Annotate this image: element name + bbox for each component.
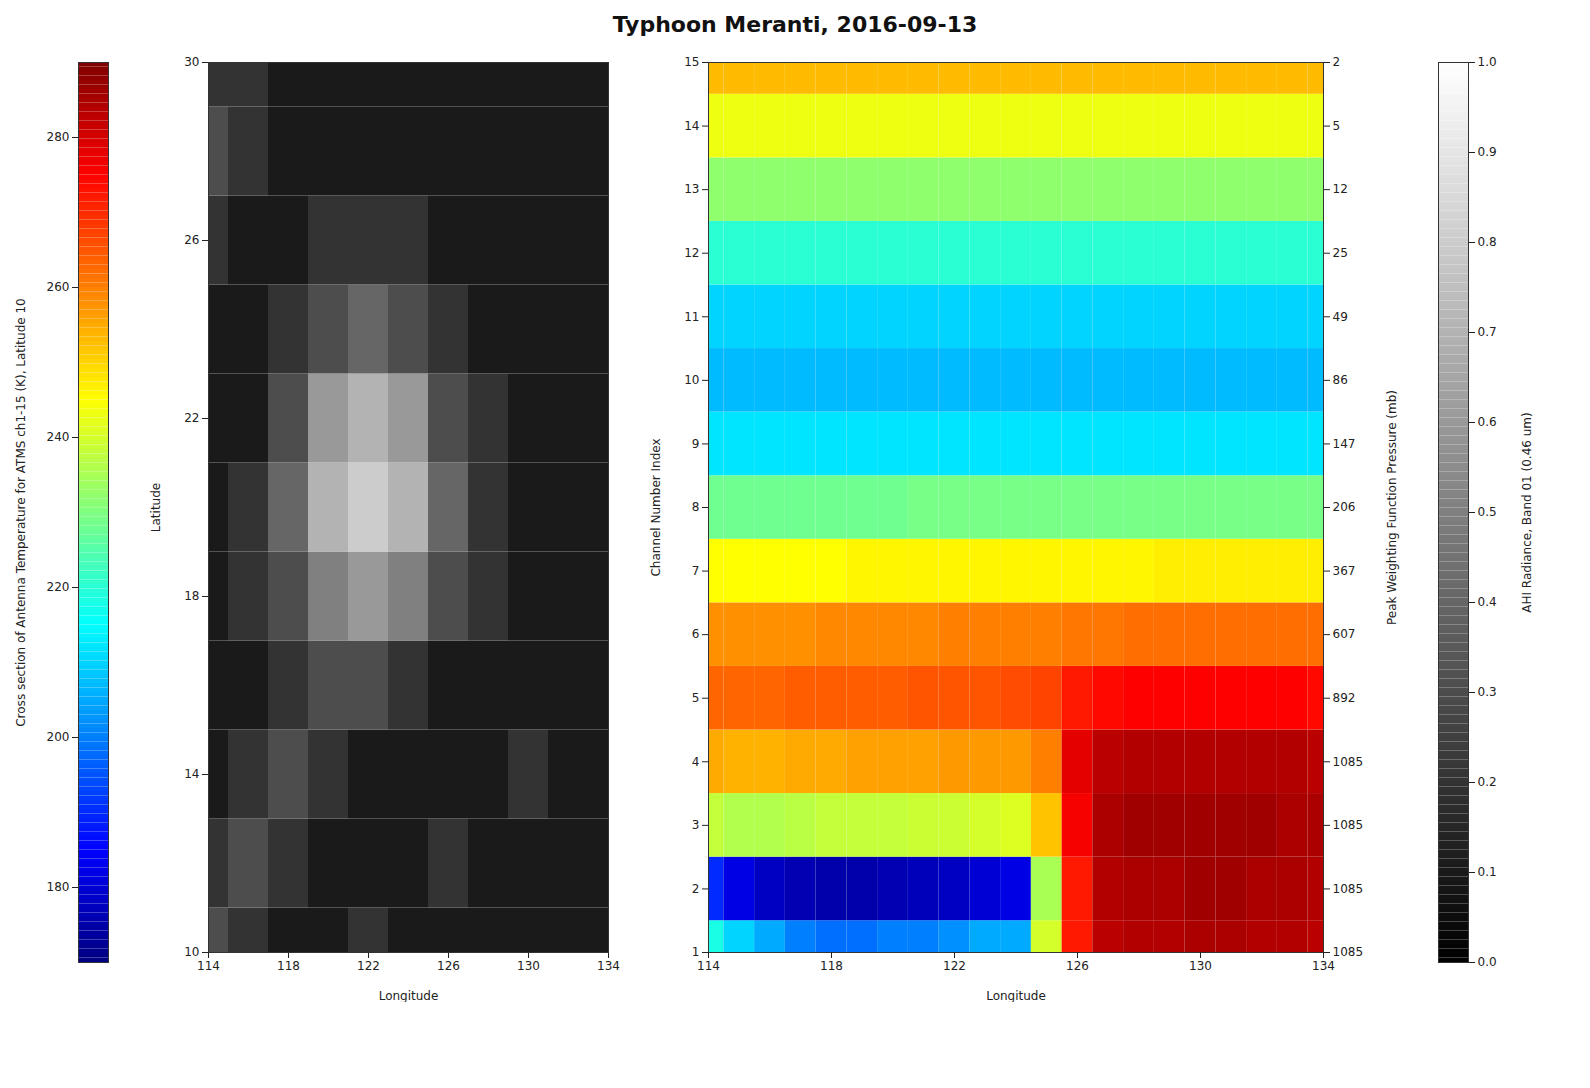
svg-text:134: 134 [597,959,620,973]
svg-text:4: 4 [692,755,700,769]
svg-text:1085: 1085 [1333,755,1364,769]
svg-text:22: 22 [184,411,199,425]
svg-text:10: 10 [684,373,699,387]
svg-text:30: 30 [184,55,199,69]
svg-text:2: 2 [1333,55,1341,69]
svg-text:0.9: 0.9 [1478,145,1497,159]
svg-text:1085: 1085 [1333,945,1364,959]
svg-text:2: 2 [692,882,700,896]
svg-text:240: 240 [47,430,70,444]
svg-text:118: 118 [820,959,843,973]
svg-text:18: 18 [184,589,199,603]
svg-text:Longitude: Longitude [986,989,1046,1003]
svg-text:220: 220 [47,580,70,594]
svg-text:0.4: 0.4 [1478,595,1497,609]
svg-text:3: 3 [692,818,700,832]
svg-text:126: 126 [437,959,460,973]
svg-text:86: 86 [1333,373,1348,387]
svg-text:130: 130 [1189,959,1212,973]
svg-text:130: 130 [517,959,540,973]
svg-text:Cross section of Antenna Tempe: Cross section of Antenna Temperature for… [14,298,28,727]
svg-text:206: 206 [1333,500,1356,514]
svg-text:0.0: 0.0 [1478,955,1497,969]
svg-text:1.0: 1.0 [1478,55,1497,69]
svg-text:25: 25 [1333,246,1348,260]
svg-text:122: 122 [357,959,380,973]
svg-text:12: 12 [1333,182,1348,196]
svg-text:1085: 1085 [1333,882,1364,896]
svg-text:0.2: 0.2 [1478,775,1497,789]
svg-text:180: 180 [47,880,70,894]
svg-text:0.5: 0.5 [1478,505,1497,519]
svg-text:26: 26 [184,233,199,247]
svg-text:8: 8 [692,500,700,514]
svg-text:0.1: 0.1 [1478,865,1497,879]
svg-text:AHI Radiance, Band 01 (0.46 um: AHI Radiance, Band 01 (0.46 um) [1520,412,1534,612]
svg-text:15: 15 [684,55,699,69]
svg-text:134: 134 [1312,959,1335,973]
svg-text:11: 11 [684,310,699,324]
svg-text:114: 114 [697,959,720,973]
html-text:Typhoon Meranti, 2016-09-13: Typhoon Meranti, 2016-09-13 [612,12,978,37]
svg-text:1085: 1085 [1333,818,1364,832]
svg-text:12: 12 [684,246,699,260]
svg-text:10: 10 [184,945,199,959]
svg-text:Channel Number Index: Channel Number Index [649,438,663,576]
svg-text:9: 9 [692,437,700,451]
svg-text:0.3: 0.3 [1478,685,1497,699]
svg-text:0.6: 0.6 [1478,415,1497,429]
svg-text:260: 260 [47,280,70,294]
svg-text:14: 14 [684,119,699,133]
svg-text:13: 13 [684,182,699,196]
svg-text:0.7: 0.7 [1478,325,1497,339]
svg-text:49: 49 [1333,310,1348,324]
svg-text:14: 14 [184,767,199,781]
svg-text:0.8: 0.8 [1478,235,1497,249]
svg-text:122: 122 [943,959,966,973]
svg-text:607: 607 [1333,627,1356,641]
svg-text:126: 126 [1066,959,1089,973]
svg-text:118: 118 [277,959,300,973]
svg-text:367: 367 [1333,564,1356,578]
svg-text:114: 114 [197,959,220,973]
svg-text:5: 5 [692,691,700,705]
svg-text:5: 5 [1333,119,1341,133]
svg-text:7: 7 [692,564,700,578]
svg-text:147: 147 [1333,437,1356,451]
svg-text:6: 6 [692,627,700,641]
svg-text:Longitude: Longitude [379,989,439,1003]
svg-text:280: 280 [47,130,70,144]
svg-text:892: 892 [1333,691,1356,705]
svg-text:1: 1 [692,945,700,959]
svg-text:Latitude: Latitude [149,483,163,532]
svg-text:200: 200 [47,730,70,744]
svg-text:Peak Weighting Function Pressu: Peak Weighting Function Pressure (mb) [1385,390,1399,625]
